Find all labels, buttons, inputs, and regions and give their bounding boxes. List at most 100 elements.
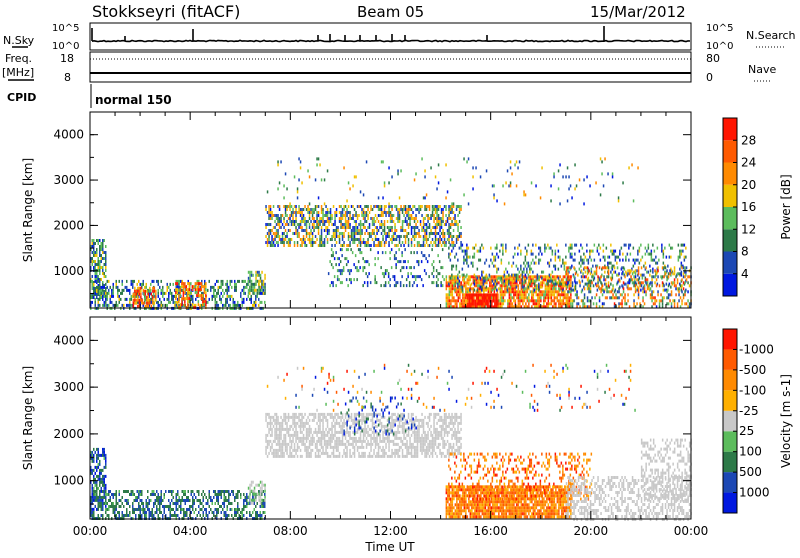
power-cell [406,223,408,226]
velocity-cell [227,499,229,502]
power-cell [396,208,398,211]
velocity-cell [182,508,184,511]
power-cell [342,214,344,217]
power-cell [460,241,462,244]
power-cell [168,301,170,304]
power-cell [522,296,524,299]
velocity-cell [102,454,104,457]
power-cell [307,208,309,211]
velocity-cell [209,505,211,508]
power-cell [261,301,263,304]
power-cell [488,303,490,306]
power-cell [459,247,461,250]
velocity-cell [177,514,179,517]
power-cell [385,235,387,238]
power-cell [411,232,413,235]
power-cell [343,232,345,235]
power-cell [388,232,390,235]
power-cell [599,278,601,281]
power-cell [192,303,194,306]
power-cell [452,281,454,284]
power-cell [577,274,579,277]
power-cell [487,300,489,303]
power-cell [343,166,345,169]
velocity-cell [173,514,175,517]
velocity-cell [99,499,101,502]
power-cell [653,275,655,278]
power-cell [276,217,278,220]
velocity-cell [101,469,103,472]
power-cell [496,283,498,286]
power-cell [328,217,330,220]
velocity-cell [102,496,104,499]
power-cell [469,256,471,259]
power-cell [490,259,492,262]
power-cell [459,208,461,211]
velocity-cell [221,490,223,493]
power-cell [158,292,160,295]
power-cell [432,205,434,208]
power-cell [621,247,623,250]
power-cell [265,226,267,229]
power-cell [152,290,154,293]
power-cell [510,166,512,169]
power-cell [684,302,686,305]
velocity-cell [129,511,131,514]
velocity-cell [123,514,125,517]
power-cell [395,263,397,266]
power-cell [110,286,112,289]
power-cell [368,263,370,266]
power-cell [270,223,272,226]
power-cell [507,286,509,289]
power-cell [423,220,425,223]
power-cell [93,242,95,245]
power-cell [540,281,542,284]
power-cell [151,293,153,296]
power-cell [450,217,452,220]
power-cell [576,296,578,299]
power-cell [300,238,302,241]
power-cell [201,285,203,288]
power-cell [422,284,424,287]
power-cell [364,205,366,208]
power-cell [436,217,438,220]
power-cell [417,226,419,229]
power-cell [544,244,546,247]
power-cell [491,303,493,306]
power-cell [342,244,344,247]
power-cell [258,292,260,295]
power-cell [523,190,525,193]
power-cell [488,297,490,300]
power-cell [541,277,543,280]
power-cell [243,292,245,295]
power-cell [341,272,343,275]
power-cell [354,229,356,232]
velocity-cell [236,496,238,499]
power-cell [277,232,279,235]
power-cell [442,214,444,217]
power-cell [596,302,598,305]
power-cell [513,284,515,287]
power-cell [641,284,643,287]
power-cell [403,205,405,208]
power-cell [569,275,571,278]
power-cell [391,175,393,178]
power-cell [297,241,299,244]
power-cell [430,217,432,220]
power-cell [251,283,253,286]
velocity-cell [224,505,226,508]
power-cell [545,293,547,296]
power-cell [444,223,446,226]
power-cell [674,284,676,287]
power-cell [645,278,647,281]
nsky-label: N.Sky [3,34,35,47]
power-cell [551,284,553,287]
power-cell [474,283,476,286]
power-cell [198,303,200,306]
power-cell [589,184,591,187]
power-cell [591,259,593,262]
power-cell [666,269,668,272]
velocity-cell [189,499,191,502]
power-cell [318,232,320,235]
power-cell [391,248,393,251]
